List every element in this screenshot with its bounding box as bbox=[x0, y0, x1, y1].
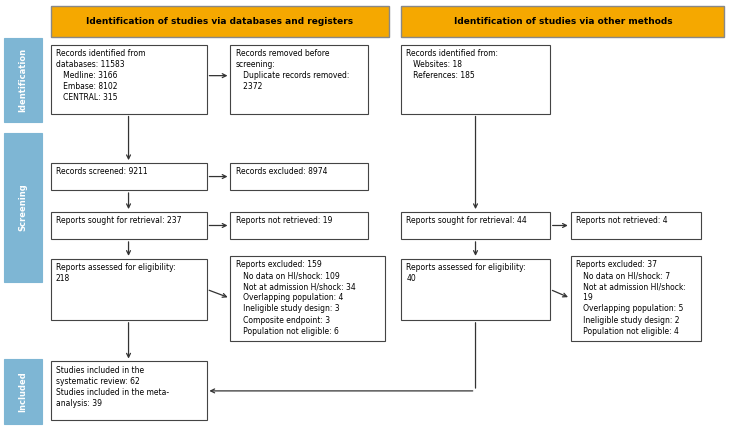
Text: Included: Included bbox=[19, 371, 27, 412]
Text: Records removed before
screening:
   Duplicate records removed:
   2372: Records removed before screening: Duplic… bbox=[236, 49, 349, 91]
Text: Records excluded: 8974: Records excluded: 8974 bbox=[236, 167, 327, 177]
Text: Reports assessed for eligibility:
40: Reports assessed for eligibility: 40 bbox=[406, 263, 526, 283]
Text: Reports not retrieved: 4: Reports not retrieved: 4 bbox=[576, 216, 667, 225]
Text: Identification of studies via databases and registers: Identification of studies via databases … bbox=[86, 17, 353, 26]
FancyBboxPatch shape bbox=[4, 38, 42, 122]
FancyBboxPatch shape bbox=[51, 259, 207, 320]
FancyBboxPatch shape bbox=[51, 6, 389, 37]
Text: Screening: Screening bbox=[19, 184, 27, 232]
FancyBboxPatch shape bbox=[51, 212, 207, 239]
Text: Records identified from:
   Websites: 18
   References: 185: Records identified from: Websites: 18 Re… bbox=[406, 49, 499, 80]
Text: Reports excluded: 159
   No data on HI/shock: 109
   Not at admission H/shock: 3: Reports excluded: 159 No data on HI/shoc… bbox=[236, 260, 355, 336]
FancyBboxPatch shape bbox=[230, 256, 385, 341]
FancyBboxPatch shape bbox=[401, 259, 550, 320]
Text: Identification of studies via other methods: Identification of studies via other meth… bbox=[453, 17, 672, 26]
FancyBboxPatch shape bbox=[401, 6, 724, 37]
FancyBboxPatch shape bbox=[4, 359, 42, 424]
FancyBboxPatch shape bbox=[571, 256, 701, 341]
FancyBboxPatch shape bbox=[51, 163, 207, 190]
Text: Reports sought for retrieval: 237: Reports sought for retrieval: 237 bbox=[56, 216, 181, 225]
FancyBboxPatch shape bbox=[51, 361, 207, 420]
FancyBboxPatch shape bbox=[230, 45, 368, 114]
Text: Reports sought for retrieval: 44: Reports sought for retrieval: 44 bbox=[406, 216, 528, 225]
Text: Reports not retrieved: 19: Reports not retrieved: 19 bbox=[236, 216, 332, 225]
Text: Reports assessed for eligibility:
218: Reports assessed for eligibility: 218 bbox=[56, 263, 175, 283]
Text: Identification: Identification bbox=[19, 49, 27, 112]
Text: Records screened: 9211: Records screened: 9211 bbox=[56, 167, 147, 177]
FancyBboxPatch shape bbox=[571, 212, 701, 239]
FancyBboxPatch shape bbox=[230, 163, 368, 190]
FancyBboxPatch shape bbox=[4, 133, 42, 282]
FancyBboxPatch shape bbox=[230, 212, 368, 239]
FancyBboxPatch shape bbox=[51, 45, 207, 114]
Text: Reports excluded: 37
   No data on HI/shock: 7
   Not at admission HI/shock:
   : Reports excluded: 37 No data on HI/shock… bbox=[576, 260, 686, 336]
FancyBboxPatch shape bbox=[401, 45, 550, 114]
FancyBboxPatch shape bbox=[401, 212, 550, 239]
Text: Records identified from
databases: 11583
   Medline: 3166
   Embase: 8102
   CEN: Records identified from databases: 11583… bbox=[56, 49, 145, 102]
Text: Studies included in the
systematic review: 62
Studies included in the meta-
anal: Studies included in the systematic revie… bbox=[56, 366, 169, 408]
